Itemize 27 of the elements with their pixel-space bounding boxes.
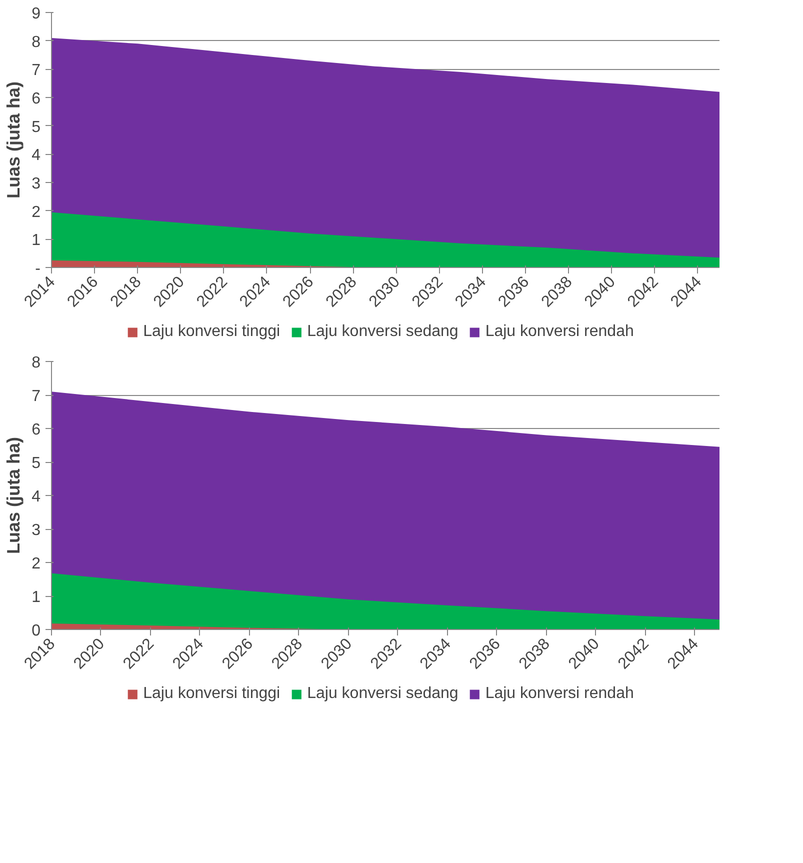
y-tick-label: 7: [32, 62, 41, 80]
legend-label: Laju konversi rendah: [485, 685, 634, 703]
y-tick-label: 0: [32, 622, 41, 640]
y-tick-label: 2: [32, 204, 41, 221]
y-axis-title: Luas (juta ha): [4, 436, 24, 554]
legend-label: Laju konversi sedang: [307, 685, 458, 703]
y-axis-title: Luas (juta ha): [4, 81, 24, 199]
legend-label: Laju konversi rendah: [485, 323, 634, 341]
legend-label: Laju konversi sedang: [307, 323, 458, 341]
legend-label: Laju konversi tinggi: [143, 323, 280, 341]
y-tick-label: 2: [32, 556, 41, 572]
y-tick-label: 4: [32, 147, 41, 164]
y-tick-label: 1: [32, 589, 41, 606]
y-tick-label: 5: [32, 455, 41, 472]
y-tick-label: -: [35, 260, 40, 278]
y-tick-label: 6: [32, 90, 41, 108]
y-tick-label: 7: [32, 388, 41, 405]
y-tick-label: 5: [32, 118, 41, 136]
y-tick-label: 3: [32, 176, 41, 192]
y-tick-label: 9: [32, 6, 41, 22]
legend-label: Laju konversi tinggi: [143, 685, 280, 703]
y-tick-label: 8: [32, 354, 41, 372]
y-tick-label: 8: [32, 34, 41, 51]
y-tick-label: 3: [32, 522, 41, 539]
y-tick-label: 4: [32, 488, 41, 506]
y-tick-label: 1: [32, 232, 41, 250]
y-tick-label: 6: [32, 422, 41, 438]
